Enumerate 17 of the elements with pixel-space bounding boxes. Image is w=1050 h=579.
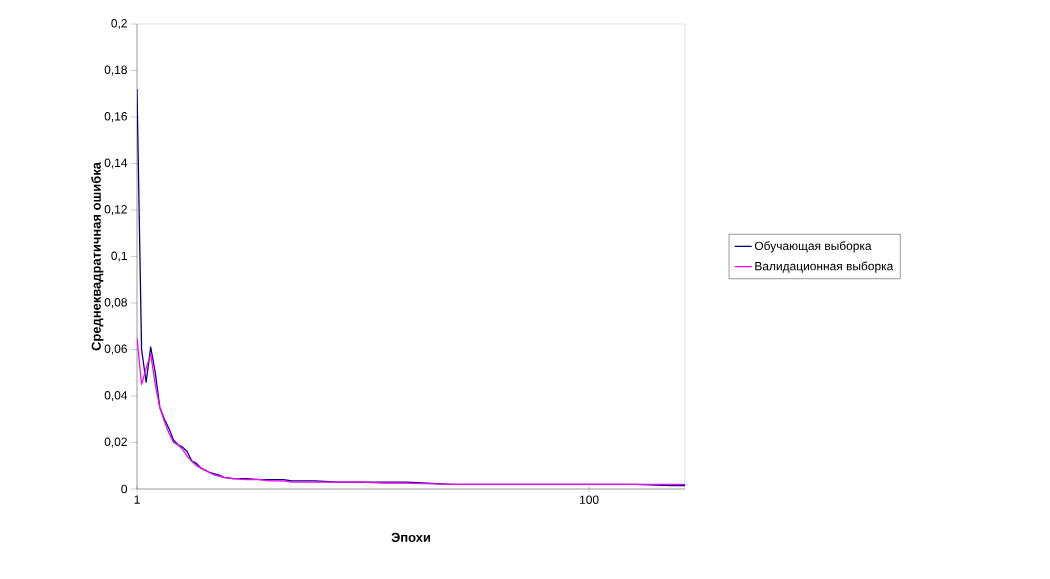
legend-label: Обучающая выборка <box>754 241 872 253</box>
legend-label: Валидационная выборка <box>755 261 894 273</box>
y-tick-label: 0,08 <box>104 298 127 308</box>
y-tick-label: 0,1 <box>111 251 127 262</box>
x-tick-label: 100 <box>580 495 599 504</box>
y-tick-label: 0,14 <box>104 158 128 169</box>
y-tick-label: 0,04 <box>104 391 128 401</box>
x-tick-label: 1 <box>134 495 140 504</box>
y-tick-label: 0,18 <box>104 65 127 76</box>
x-axis-title: Эпохи <box>391 532 431 542</box>
y-tick-label: 0,2 <box>111 19 127 29</box>
y-tick-label: 0,16 <box>104 112 127 122</box>
y-tick-label: 0,06 <box>104 344 127 355</box>
y-tick-label: 0,02 <box>104 437 127 448</box>
y-tick-label: 0,12 <box>104 205 127 215</box>
y-axis-title: Среднеквадратичная ошибка <box>91 161 104 351</box>
y-tick-label: 0 <box>121 484 128 494</box>
